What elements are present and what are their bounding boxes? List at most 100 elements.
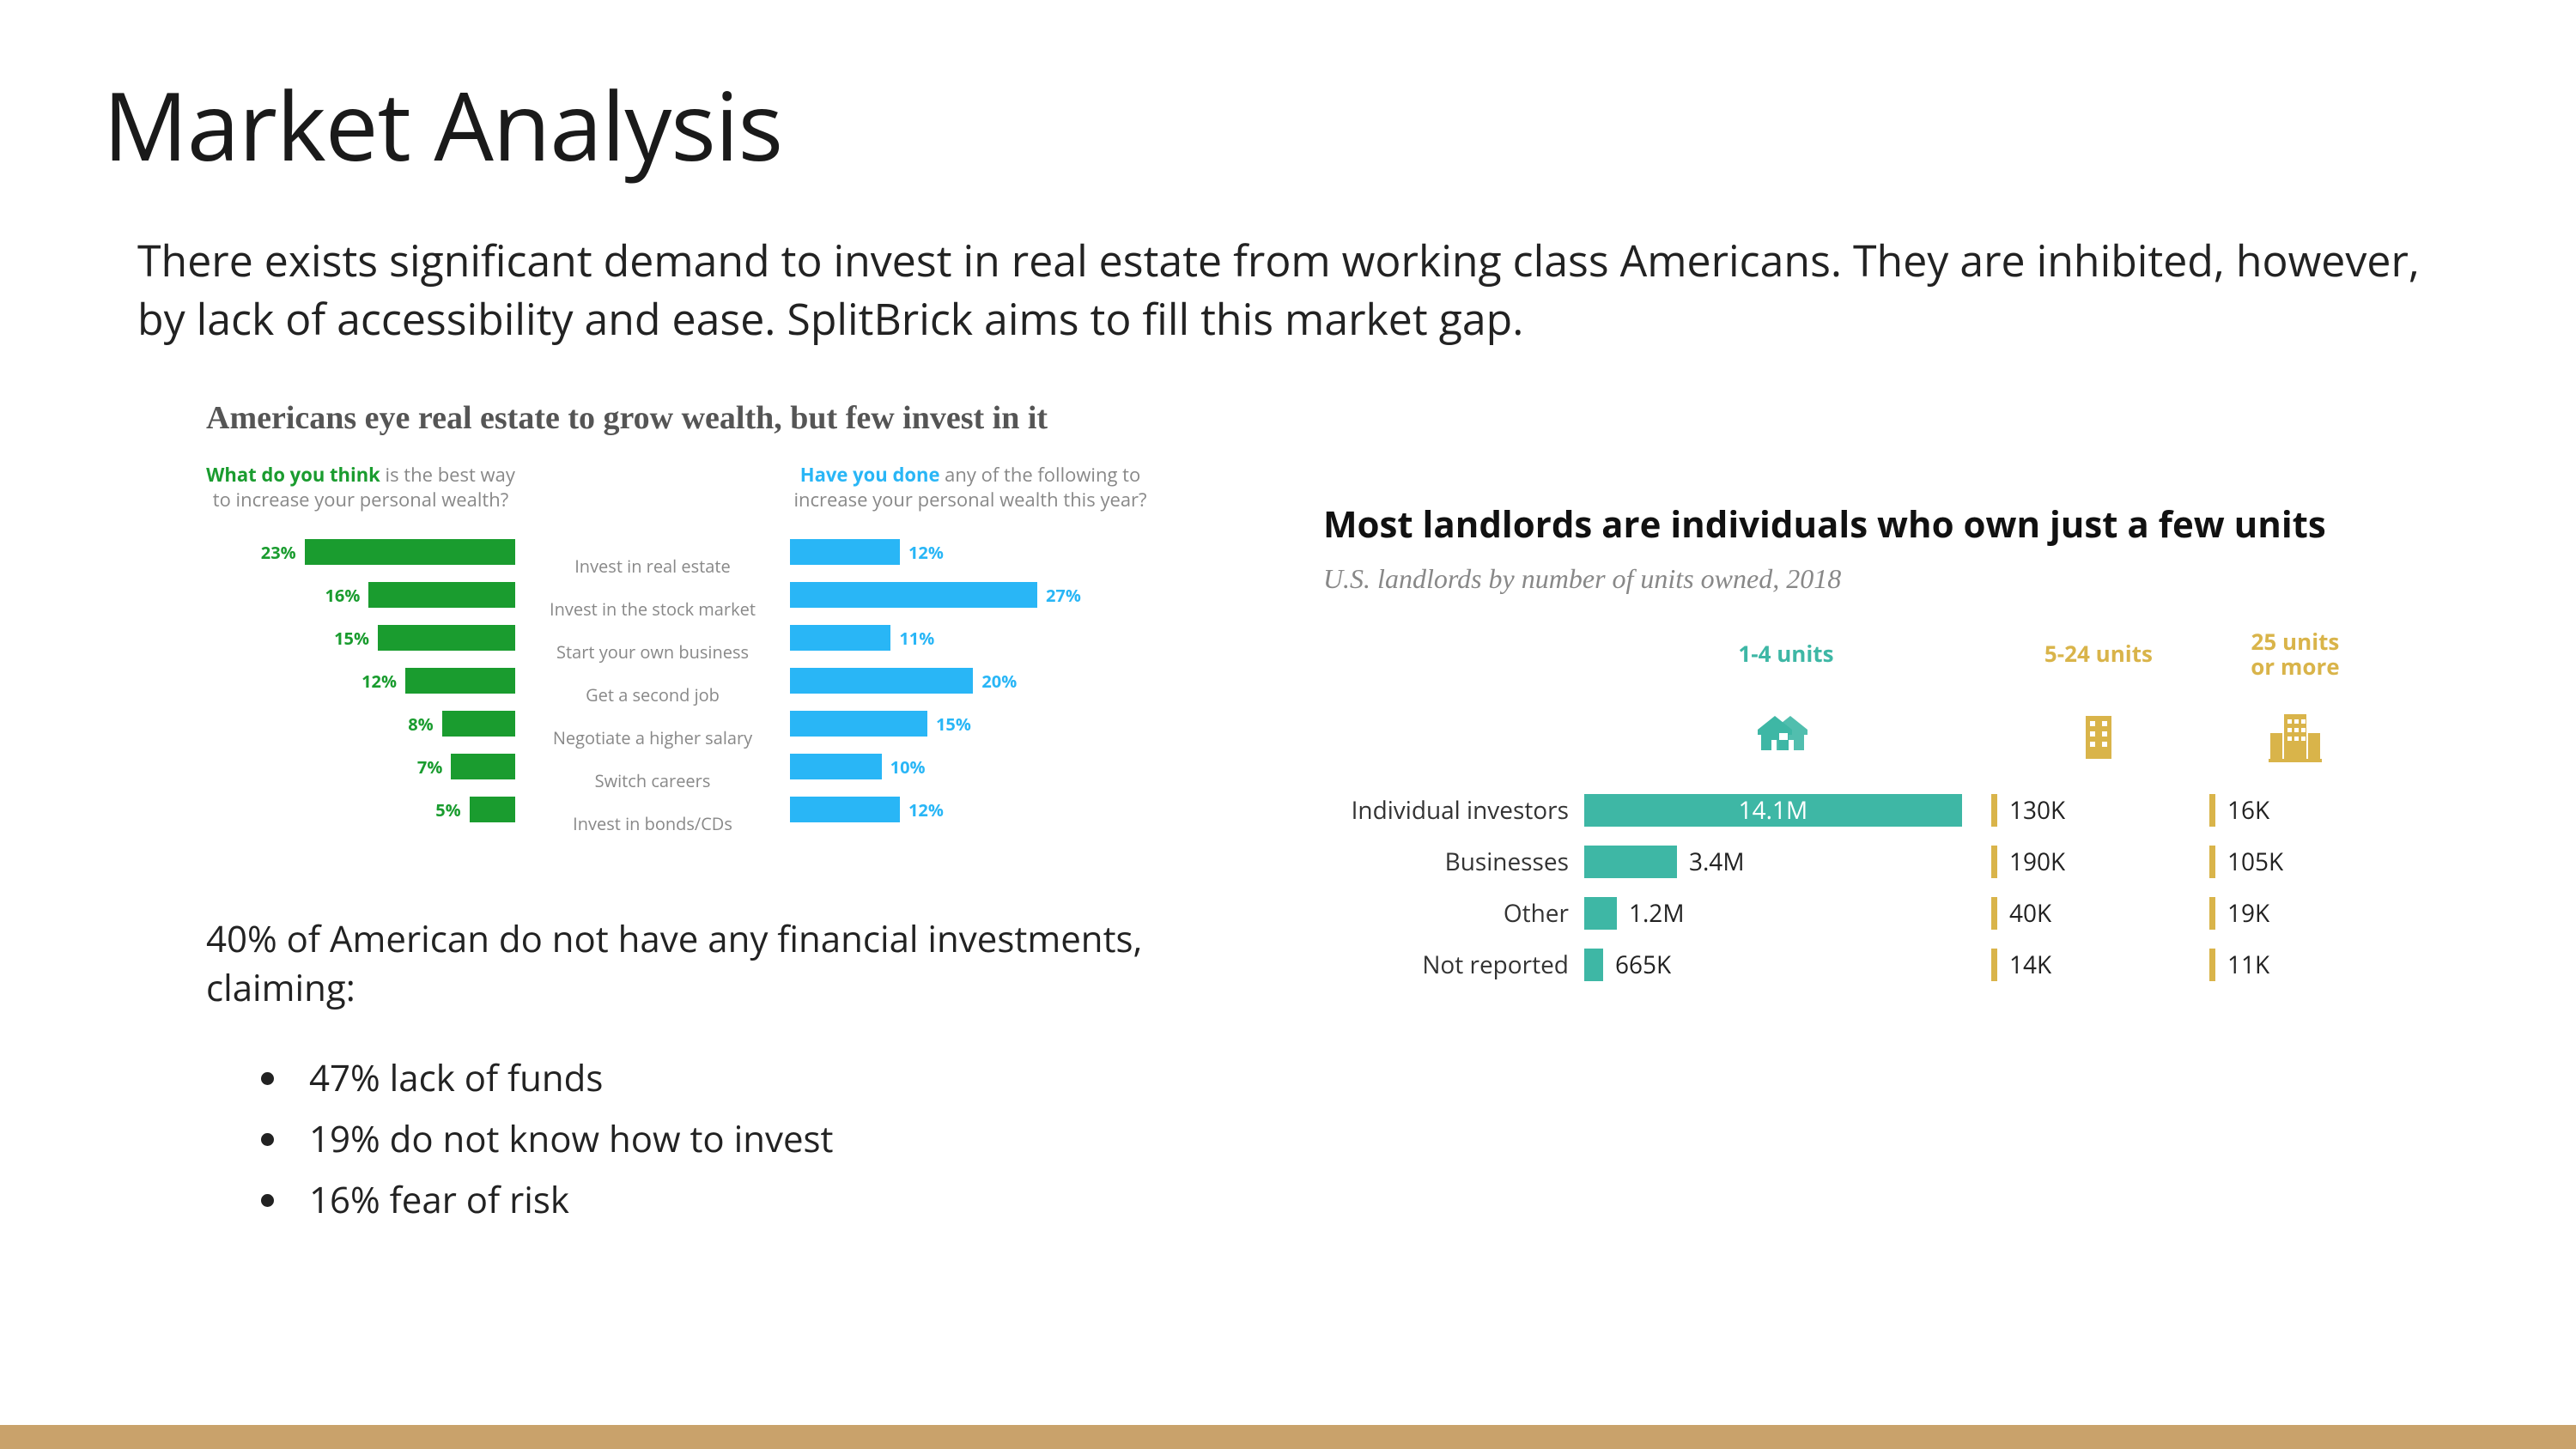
chart-a-left-bar: 23%: [206, 537, 515, 567]
bar: [368, 582, 515, 608]
chart-b-cell: 190K: [1991, 843, 2206, 881]
chart-a-right-question: Have you done any of the following to in…: [790, 463, 1151, 512]
chart-b-value: 14K: [2009, 949, 2051, 981]
chart-a-left-pct: 23%: [252, 541, 305, 564]
chart-b-cell: 14.1M: [1584, 791, 1988, 829]
chart-a-left-pct: 5%: [427, 798, 469, 822]
bar: [442, 711, 515, 737]
chart-a-right-bar: 15%: [790, 709, 1151, 738]
chart-a-left-bar: 8%: [206, 709, 515, 738]
chart-a: What do you think is the best way to inc…: [206, 463, 1255, 838]
chart-a-right-bar: 10%: [790, 752, 1151, 781]
bar: 14.1M: [1584, 794, 1962, 827]
bar: [405, 668, 515, 694]
tick: [1991, 794, 1997, 827]
chart-b-row-label: Businesses: [1323, 846, 1581, 878]
chart-a-left-bar: 5%: [206, 795, 515, 824]
chart-a-right-pct: 20%: [973, 670, 1025, 693]
chart-a-left-pct: 15%: [325, 627, 378, 650]
slide-title: Market Analysis: [103, 60, 2473, 189]
chart-b-cell: 40K: [1991, 894, 2206, 932]
chart-a-left-bar: 15%: [206, 623, 515, 652]
tick: [2209, 897, 2215, 930]
chart-b-value: 190K: [2009, 846, 2065, 878]
callout-bullet: 19% do not know how to invest: [292, 1108, 1255, 1169]
bar: [451, 754, 515, 779]
chart-b-cell: 1.2M: [1584, 894, 1988, 932]
chart-b-row-label: Other: [1323, 897, 1581, 930]
chart-b-column-header: 25 units or more: [2209, 629, 2381, 689]
bar: [1584, 897, 1617, 930]
chart-b-value: 19K: [2227, 897, 2269, 930]
house-icon: [1756, 711, 1816, 761]
chart-a-right-bar: 12%: [790, 795, 1151, 824]
chart-a-left-bar: 7%: [206, 752, 515, 781]
chart-a-right-bar: 12%: [790, 537, 1151, 567]
chart-a-right: Have you done any of the following to in…: [790, 463, 1151, 838]
chart-a-category-label: Start your own business: [550, 637, 756, 666]
columns: Americans eye real estate to grow wealth…: [103, 399, 2473, 1231]
bar: [1584, 846, 1677, 878]
chart-b-cell: 11K: [2209, 946, 2381, 984]
callout-text: 40% of American do not have any financia…: [206, 915, 1255, 1012]
chart-b-column-header: 5-24 units: [1991, 641, 2206, 676]
chart-a-left-pct: 16%: [316, 584, 368, 607]
chart-b-cell: 105K: [2209, 843, 2381, 881]
chart-b-column-icon: [1991, 704, 2206, 776]
bar: [790, 539, 900, 565]
building-icon: [2079, 711, 2118, 761]
bar: [790, 711, 927, 737]
chart-a-category-label: Invest in bonds/CDs: [550, 809, 756, 838]
chart-b-column-header: 1-4 units: [1584, 641, 1988, 676]
bar: [470, 797, 515, 822]
bar: [790, 797, 900, 822]
chart-a-right-bar: 20%: [790, 666, 1151, 695]
chart-a-category-label: Invest in the stock market: [550, 594, 756, 623]
bar: [305, 539, 515, 565]
chart-a-category-label: Invest in real estate: [550, 551, 756, 580]
chart-b-title: Most landlords are individuals who own j…: [1323, 502, 2421, 548]
chart-a-right-pct: 27%: [1037, 584, 1090, 607]
large-building-icon: [2269, 709, 2322, 762]
left-column: Americans eye real estate to grow wealth…: [103, 399, 1255, 1231]
chart-b-cell: 19K: [2209, 894, 2381, 932]
chart-b-value: 11K: [2227, 949, 2269, 981]
chart-a-right-pct: 10%: [882, 755, 934, 779]
bar: [790, 625, 890, 651]
tick: [1991, 949, 1997, 981]
chart-b-value: 130K: [2009, 794, 2065, 827]
chart-b-row-label: Individual investors: [1323, 794, 1581, 827]
chart-a-left-bar: 16%: [206, 580, 515, 609]
chart-a-category-label: Switch careers: [550, 766, 756, 795]
tick: [2209, 949, 2215, 981]
chart-a-left: What do you think is the best way to inc…: [206, 463, 515, 838]
chart-a-right-pct: 15%: [927, 712, 980, 736]
bar: [790, 582, 1037, 608]
bottom-accent-bar: [0, 1425, 2576, 1449]
chart-a-right-bar: 11%: [790, 623, 1151, 652]
chart-b-cell: 3.4M: [1584, 843, 1988, 881]
right-column: Most landlords are individuals who own j…: [1323, 399, 2473, 1231]
chart-b-cell: 16K: [2209, 791, 2381, 829]
chart-a-right-pct: 12%: [900, 541, 952, 564]
chart-a-left-bar: 12%: [206, 666, 515, 695]
chart-b-subtitle: U.S. landlords by number of units owned,…: [1323, 563, 2421, 595]
chart-a-left-pct: 8%: [399, 712, 441, 736]
chart-b-cell: 665K: [1584, 946, 1988, 984]
chart-a-left-pct: 7%: [409, 755, 451, 779]
chart-a-title: Americans eye real estate to grow wealth…: [206, 399, 1255, 437]
chart-a-category-label: Get a second job: [550, 680, 756, 709]
bar: [1584, 949, 1603, 981]
chart-b-column-icon: [2209, 702, 2381, 778]
callout-bullet: 47% lack of funds: [292, 1047, 1255, 1108]
chart-b-value: 3.4M: [1689, 846, 1745, 878]
chart-a-right-bar: 27%: [790, 580, 1151, 609]
chart-b-value: 105K: [2227, 846, 2283, 878]
chart-b-value: 1.2M: [1629, 897, 1685, 930]
chart-a-right-pct: 11%: [890, 627, 943, 650]
chart-b-column-icon: [1584, 704, 1988, 776]
chart-b-cell: 130K: [1991, 791, 2206, 829]
chart-a-left-pct: 12%: [353, 670, 405, 693]
chart-b-cell: 14K: [1991, 946, 2206, 984]
chart-b-value: 16K: [2227, 794, 2269, 827]
